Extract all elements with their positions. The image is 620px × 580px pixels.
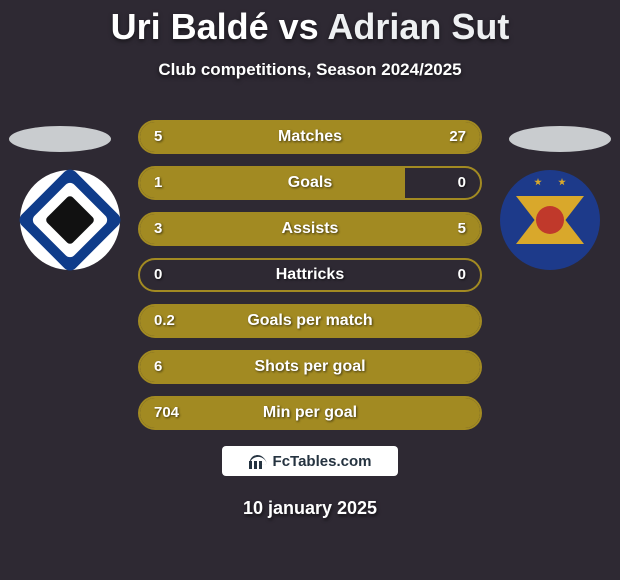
club-logo-left [20, 170, 120, 270]
subtitle: Club competitions, Season 2024/2025 [0, 60, 620, 80]
stat-row: 1Goals0 [138, 166, 482, 200]
stat-label: Hattricks [140, 260, 480, 290]
stat-row: 6Shots per goal [138, 350, 482, 384]
stat-label: Shots per goal [140, 352, 480, 382]
stat-row: 704Min per goal [138, 396, 482, 430]
stat-label: Goals [140, 168, 480, 198]
branding-pill: FcTables.com [222, 446, 398, 476]
branding-label: FcTables.com [273, 453, 372, 470]
right-oval [509, 126, 611, 152]
stat-label: Matches [140, 122, 480, 152]
club-logo-right [500, 170, 600, 270]
stat-label: Assists [140, 214, 480, 244]
star-icon [558, 178, 566, 186]
star-icon [534, 178, 542, 186]
stats-container: 5Matches271Goals03Assists50Hattricks00.2… [138, 120, 482, 442]
player1-name: Uri Baldé [111, 6, 269, 47]
vs-text: vs [279, 6, 319, 47]
stat-row: 5Matches27 [138, 120, 482, 154]
stat-label: Goals per match [140, 306, 480, 336]
stat-row: 0.2Goals per match [138, 304, 482, 338]
stat-row: 0Hattricks0 [138, 258, 482, 292]
hsv-diamond-icon [16, 166, 123, 273]
stat-value-right: 5 [458, 214, 466, 244]
fcsb-center-icon [536, 206, 564, 234]
stat-row: 3Assists5 [138, 212, 482, 246]
stat-value-right: 0 [458, 168, 466, 198]
player2-name: Adrian Sut [327, 6, 509, 47]
stat-value-right: 27 [449, 122, 466, 152]
page-title: Uri Baldé vs Adrian Sut [0, 0, 620, 48]
stat-value-right: 0 [458, 260, 466, 290]
stat-label: Min per goal [140, 398, 480, 428]
left-oval [9, 126, 111, 152]
chart-icon [249, 453, 267, 469]
date-label: 10 january 2025 [0, 498, 620, 519]
